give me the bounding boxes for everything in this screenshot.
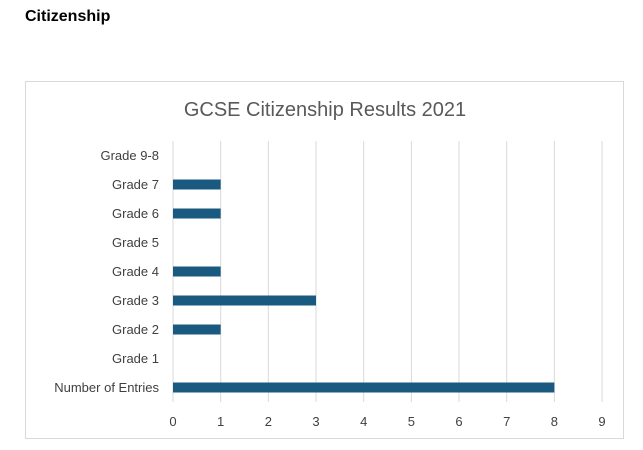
category-label: Grade 5 — [112, 235, 159, 250]
page-heading: Citizenship — [25, 8, 111, 25]
category-label: Grade 1 — [112, 351, 159, 366]
category-labels: Number of Entries Grade 1 Grade 2 Grade 3 Gr… — [54, 148, 159, 395]
x-tick-label: 8 — [551, 414, 558, 429]
x-tick-label: 2 — [265, 414, 272, 429]
x-tick-labels: 0 1 2 3 4 5 6 7 8 9 — [169, 414, 605, 429]
category-label: Grade 4 — [112, 264, 159, 279]
x-tick-label: 1 — [217, 414, 224, 429]
chart-area — [25, 81, 624, 439]
category-label: Grade 6 — [112, 206, 159, 221]
bar — [173, 179, 221, 190]
x-tick-label: 3 — [312, 414, 319, 429]
category-label: Grade 2 — [112, 322, 159, 337]
x-tick-label: 0 — [169, 414, 176, 429]
bar — [173, 266, 221, 277]
category-label: Number of Entries — [54, 380, 159, 395]
category-label: Grade 7 — [112, 177, 159, 192]
bar — [173, 382, 555, 393]
x-tick-label: 9 — [598, 414, 605, 429]
x-tick-label: 4 — [360, 414, 367, 429]
category-label: Grade 3 — [112, 293, 159, 308]
x-tick-label: 7 — [503, 414, 510, 429]
x-tick-label: 6 — [455, 414, 462, 429]
gridlines — [172, 141, 603, 402]
bar — [173, 295, 317, 306]
bars — [173, 179, 555, 393]
bar — [173, 208, 221, 219]
x-tick-label: 5 — [408, 414, 415, 429]
bar — [173, 324, 221, 335]
category-label: Grade 9-8 — [100, 148, 159, 163]
chart-title: GCSE Citizenship Results 2021 — [184, 99, 466, 121]
